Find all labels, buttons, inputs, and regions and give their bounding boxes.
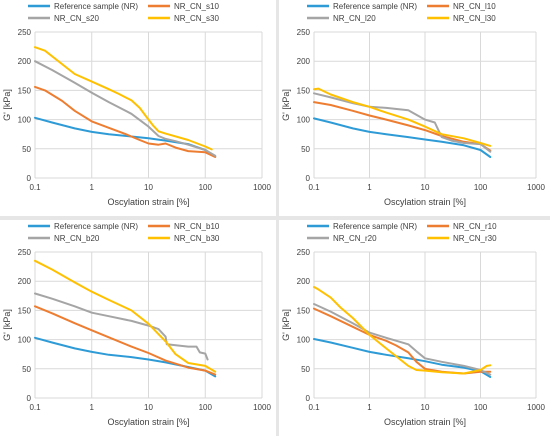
legend-label: NR_CN_b10 — [174, 222, 220, 231]
y-axis-title: G' [kPa] — [2, 309, 12, 341]
y-tick-label: 0 — [306, 394, 311, 403]
x-tick-label: 0.1 — [308, 183, 320, 192]
legend-label: NR_CN_l20 — [333, 14, 376, 23]
chart-panel-l: 0 50 100 150 200 250 0.1 1 10 100 1000 Oscylation s… — [279, 0, 550, 216]
series-line — [313, 303, 492, 376]
y-tick-label: 0 — [27, 174, 32, 183]
x-axis-title: Oscylation strain [%] — [384, 197, 466, 207]
x-tick-label: 1000 — [527, 183, 545, 192]
series-line — [34, 85, 217, 158]
x-tick-label: 100 — [474, 403, 488, 412]
series-line — [34, 60, 217, 157]
y-tick-label: 200 — [297, 57, 311, 66]
chart-b: 0 50 100 150 200 250 0.1 1 10 100 1000 Oscylation s… — [2, 222, 271, 427]
x-tick-label: 10 — [144, 403, 153, 412]
y-tick-label: 100 — [18, 116, 32, 125]
x-axis-title: Oscylation strain [%] — [384, 417, 466, 427]
y-tick-label: 50 — [301, 365, 310, 374]
series-line — [34, 292, 209, 361]
x-tick-label: 1 — [367, 183, 372, 192]
series-line — [34, 259, 217, 373]
y-tick-label: 100 — [297, 116, 311, 125]
legend-label: NR_CN_l30 — [453, 14, 496, 23]
legend-label: Reference sample (NR) — [54, 2, 138, 11]
x-tick-label: 1 — [90, 183, 95, 192]
series-line — [313, 286, 492, 375]
legend-label: NR_CN_r30 — [453, 234, 497, 243]
x-tick-label: 100 — [474, 183, 488, 192]
y-tick-label: 200 — [18, 277, 32, 286]
series-line — [34, 305, 217, 376]
x-tick-label: 10 — [421, 183, 430, 192]
legend-label: Reference sample (NR) — [54, 222, 138, 231]
x-tick-label: 1 — [367, 403, 372, 412]
series-line — [313, 117, 492, 158]
x-tick-label: 0.1 — [29, 183, 41, 192]
y-tick-label: 100 — [18, 336, 32, 345]
series-line — [313, 87, 492, 147]
x-axis-title: Oscylation strain [%] — [107, 417, 189, 427]
x-tick-label: 100 — [199, 183, 213, 192]
legend-label: Reference sample (NR) — [333, 2, 417, 11]
chart-s: 0 50 100 150 200 250 0.1 1 10 100 1000 Oscylation s… — [2, 2, 271, 207]
chart-l: 0 50 100 150 200 250 0.1 1 10 100 1000 Oscylation s… — [281, 2, 545, 207]
x-tick-label: 0.1 — [308, 403, 320, 412]
series-line — [34, 46, 213, 151]
x-tick-label: 1000 — [253, 403, 271, 412]
chart-panel-b: 0 50 100 150 200 250 0.1 1 10 100 1000 Oscylation s… — [0, 220, 276, 436]
chart-r: 0 50 100 150 200 250 0.1 1 10 100 1000 Oscylation s… — [281, 222, 545, 427]
y-tick-label: 250 — [297, 28, 311, 37]
series-line — [313, 307, 492, 375]
x-tick-label: 1000 — [527, 403, 545, 412]
vertical-divider — [276, 0, 279, 436]
x-axis-title: Oscylation strain [%] — [107, 197, 189, 207]
x-tick-label: 10 — [144, 183, 153, 192]
series-line — [313, 92, 492, 153]
x-tick-label: 1 — [90, 403, 95, 412]
x-tick-label: 100 — [199, 403, 213, 412]
y-tick-label: 50 — [22, 145, 31, 154]
y-axis-title: G' [kPa] — [2, 89, 12, 121]
legend-label: Reference sample (NR) — [333, 222, 417, 231]
legend-label: NR_CN_r20 — [333, 234, 377, 243]
y-tick-label: 0 — [306, 174, 311, 183]
chart-panel-s: 0 50 100 150 200 250 0.1 1 10 100 1000 Oscylation s… — [0, 0, 276, 216]
y-tick-label: 50 — [22, 365, 31, 374]
chart-panel-r: 0 50 100 150 200 250 0.1 1 10 100 1000 Oscylation s… — [279, 220, 550, 436]
y-tick-label: 150 — [297, 306, 311, 315]
y-tick-label: 50 — [301, 145, 310, 154]
x-tick-label: 1000 — [253, 183, 271, 192]
series-line — [313, 338, 492, 378]
legend-label: NR_CN_s10 — [174, 2, 219, 11]
x-tick-label: 10 — [421, 403, 430, 412]
y-tick-label: 150 — [18, 86, 32, 95]
x-tick-label: 0.1 — [29, 403, 41, 412]
y-tick-label: 150 — [297, 86, 311, 95]
legend-label: NR_CN_s30 — [174, 14, 219, 23]
y-tick-label: 250 — [18, 248, 32, 257]
legend-label: NR_CN_s20 — [54, 14, 99, 23]
y-tick-label: 0 — [27, 394, 32, 403]
legend-label: NR_CN_l10 — [453, 2, 496, 11]
legend-label: NR_CN_b20 — [54, 234, 100, 243]
y-tick-label: 250 — [297, 248, 311, 257]
horizontal-divider — [0, 216, 550, 220]
legend-label: NR_CN_r10 — [453, 222, 497, 231]
legend-label: NR_CN_b30 — [174, 234, 220, 243]
y-axis-title: G' [kPa] — [281, 309, 291, 341]
y-tick-label: 200 — [297, 277, 311, 286]
y-axis-title: G' [kPa] — [281, 89, 291, 121]
y-tick-label: 150 — [18, 306, 32, 315]
y-tick-label: 250 — [18, 28, 32, 37]
y-tick-label: 100 — [297, 336, 311, 345]
y-tick-label: 200 — [18, 57, 32, 66]
